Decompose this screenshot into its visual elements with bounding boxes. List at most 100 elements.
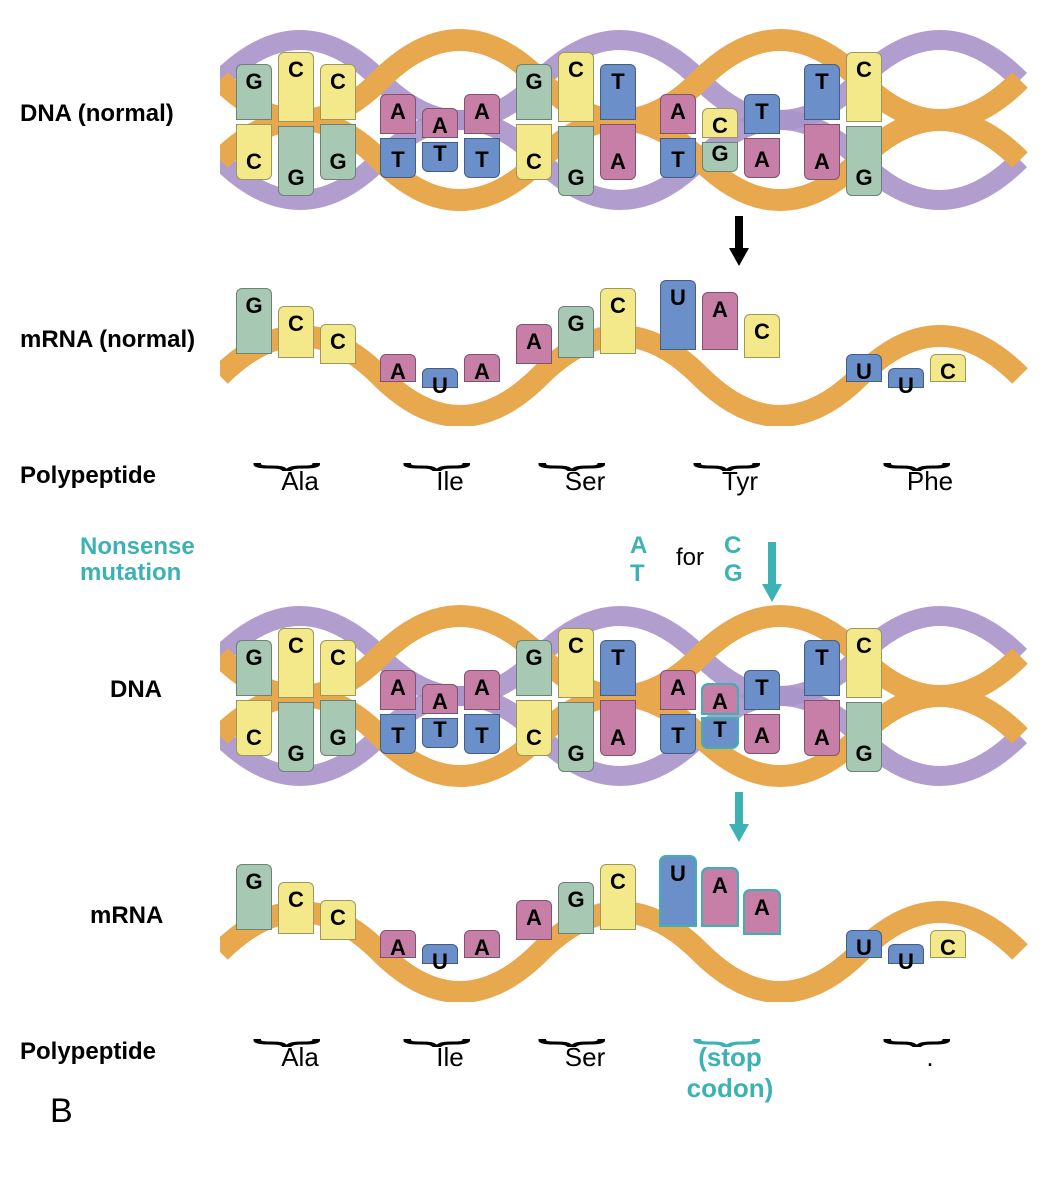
- dna-base: T: [804, 64, 840, 120]
- substitution-note-right: C G: [724, 532, 743, 588]
- codon-label: Ser: [545, 1042, 625, 1073]
- dna-base: T: [804, 640, 840, 696]
- codon-label: .: [890, 1042, 970, 1073]
- mrna-base: A: [516, 324, 552, 364]
- arrow-transcription-normal: [20, 230, 1038, 266]
- dna-base: G: [516, 64, 552, 120]
- dna-base: T: [422, 142, 458, 172]
- mrna-base: G: [558, 306, 594, 358]
- mrna-base: U: [422, 368, 458, 388]
- dna-base: C: [846, 52, 882, 122]
- dna-base: T: [464, 714, 500, 754]
- mrna-base: C: [278, 306, 314, 358]
- dna-base: A: [422, 684, 458, 714]
- codon-label: Tyr: [700, 466, 780, 497]
- dna-base: T: [660, 138, 696, 178]
- mrna-base: A: [516, 900, 552, 940]
- dna-base: G: [320, 700, 356, 756]
- dna-base: C: [558, 52, 594, 122]
- dna-base: T: [744, 670, 780, 710]
- dna-base: T: [660, 714, 696, 754]
- mrna-base: C: [744, 314, 780, 358]
- dna-mutated-track: DNA GCCGCGATATATGCCGTAATATTATACG: [20, 596, 1038, 806]
- polypeptide-mutated-row: Polypeptide ⏟Ala⏟Ile⏟Ser⏟(stopcodon)⏟.: [20, 1012, 1038, 1082]
- mrna-mutated-track: mRNA GCCAUAAGCUAAUUC: [20, 842, 1038, 1012]
- dna-base: C: [236, 700, 272, 756]
- nonsense-mutation-diagram: DNA (normal) GCCGCGATATATGCCGTAATCGTATAC…: [20, 20, 1038, 1131]
- dna-normal-track: DNA (normal) GCCGCGATATATGCCGTAATCGTATAC…: [20, 20, 1038, 230]
- dna-base: G: [846, 126, 882, 196]
- dna-base: C: [702, 108, 738, 138]
- mrna-base: U: [846, 354, 882, 382]
- dna-base: A: [600, 700, 636, 756]
- mrna-base: C: [600, 288, 636, 354]
- mrna-base: U: [422, 944, 458, 964]
- codon-label: Ala: [260, 1042, 340, 1073]
- dna-base: G: [558, 126, 594, 196]
- dna-base: T: [600, 64, 636, 120]
- dna-base: C: [320, 64, 356, 120]
- mrna-base: A: [464, 930, 500, 958]
- codon-label: (stopcodon): [670, 1042, 790, 1104]
- dna-base: T: [380, 714, 416, 754]
- mrna-base: C: [320, 900, 356, 940]
- arrow-substitution: [768, 542, 776, 586]
- mrna-base: G: [558, 882, 594, 934]
- dna-base: A: [464, 94, 500, 134]
- mrna-base: C: [600, 864, 636, 930]
- label-dna-normal: DNA (normal): [20, 100, 210, 128]
- dna-base: C: [516, 700, 552, 756]
- codon-brace: ⏟: [882, 1014, 951, 1034]
- dna-base: G: [236, 64, 272, 120]
- mrna-base: A: [744, 890, 780, 934]
- dna-base: T: [600, 640, 636, 696]
- dna-base: A: [804, 124, 840, 180]
- mrna-base: U: [660, 280, 696, 350]
- codon-brace: ⏟: [537, 1014, 606, 1034]
- dna-base: G: [558, 702, 594, 772]
- codon-brace: ⏟: [402, 1014, 471, 1034]
- mrna-base: U: [846, 930, 882, 958]
- dna-base: G: [278, 126, 314, 196]
- codon-brace: ⏟: [252, 438, 321, 458]
- arrow-transcription-mutated: [20, 806, 1038, 842]
- dna-base: C: [846, 628, 882, 698]
- dna-base: C: [236, 124, 272, 180]
- dna-base: A: [702, 684, 738, 714]
- dna-base: C: [320, 640, 356, 696]
- dna-base: A: [464, 670, 500, 710]
- dna-base: G: [702, 142, 738, 172]
- mrna-base: A: [702, 868, 738, 926]
- mrna-base: C: [930, 354, 966, 382]
- dna-base: A: [744, 714, 780, 754]
- dna-base: C: [278, 52, 314, 122]
- dna-base: A: [422, 108, 458, 138]
- mrna-base: C: [930, 930, 966, 958]
- mrna-base: U: [660, 856, 696, 926]
- dna-base: T: [380, 138, 416, 178]
- panel-letter: B: [20, 1082, 1038, 1131]
- mutation-header: Nonsensemutation A T for C G: [20, 506, 1038, 596]
- mrna-base: A: [702, 292, 738, 350]
- codon-brace: ⏟: [402, 438, 471, 458]
- dna-base: A: [660, 670, 696, 710]
- dna-base: A: [380, 670, 416, 710]
- mrna-base: G: [236, 864, 272, 930]
- codon-brace: ⏟: [537, 438, 606, 458]
- mrna-base: A: [380, 930, 416, 958]
- codon-brace: ⏟: [692, 1014, 761, 1034]
- dna-base: A: [600, 124, 636, 180]
- mrna-normal-track: mRNA (normal) GCCAUAAGCUACUUC: [20, 266, 1038, 436]
- dna-base: C: [516, 124, 552, 180]
- dna-base: T: [702, 718, 738, 748]
- mrna-base: A: [380, 354, 416, 382]
- dna-base: A: [660, 94, 696, 134]
- dna-base: G: [516, 640, 552, 696]
- dna-base: G: [236, 640, 272, 696]
- codon-brace: ⏟: [252, 1014, 321, 1034]
- dna-base: G: [278, 702, 314, 772]
- dna-base: G: [846, 702, 882, 772]
- dna-base: C: [558, 628, 594, 698]
- label-polypeptide-2: Polypeptide: [20, 1038, 210, 1066]
- dna-base: G: [320, 124, 356, 180]
